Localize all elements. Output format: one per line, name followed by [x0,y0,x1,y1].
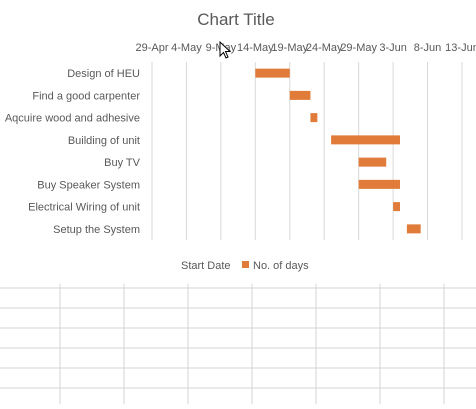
x-tick-label: 14-May [237,42,274,54]
chart-area[interactable]: Chart Title 29-Apr4-May9-May14-May19-May… [0,0,476,284]
category-label: Buy TV [104,157,141,169]
x-tick-label: 4-May [171,42,202,54]
spreadsheet-grid[interactable] [0,284,476,404]
bar-no-of-days[interactable] [289,90,311,100]
x-tick-label: 29-Apr [135,42,168,54]
category-label: Find a good carpenter [32,90,140,102]
bar-no-of-days[interactable] [393,202,400,212]
x-tick-label: 29-May [340,42,377,54]
x-tick-label: 3-Jun [379,42,407,54]
legend[interactable]: Start Date No. of days [181,260,309,272]
x-tick-label: 8-Jun [414,42,442,54]
legend-label-start-date: Start Date [181,260,231,272]
legend-label-no-of-days: No. of days [253,260,309,272]
category-label: Buy Speaker System [37,179,140,191]
bar-no-of-days[interactable] [358,179,400,189]
gantt-chart[interactable]: Chart Title 29-Apr4-May9-May14-May19-May… [0,0,476,284]
x-tick-label: 19-May [271,42,308,54]
bar-no-of-days[interactable] [255,68,290,78]
category-label: Design of HEU [67,68,140,80]
category-label: Building of unit [68,135,140,147]
x-tick-label: 24-May [306,42,343,54]
category-label: Setup the System [53,224,140,236]
chart-title[interactable]: Chart Title [197,10,274,29]
bar-no-of-days[interactable] [358,157,387,167]
category-label: Electrical Wiring of unit [28,202,140,214]
category-label: Aqcuire wood and adhesive [5,113,140,125]
mouse-cursor-icon [219,40,232,59]
bar-no-of-days[interactable] [310,113,318,123]
x-tick-label: 13-Jun [445,42,476,54]
bar-no-of-days[interactable] [406,224,421,234]
legend-swatch [242,261,249,268]
bar-no-of-days[interactable] [331,135,400,145]
